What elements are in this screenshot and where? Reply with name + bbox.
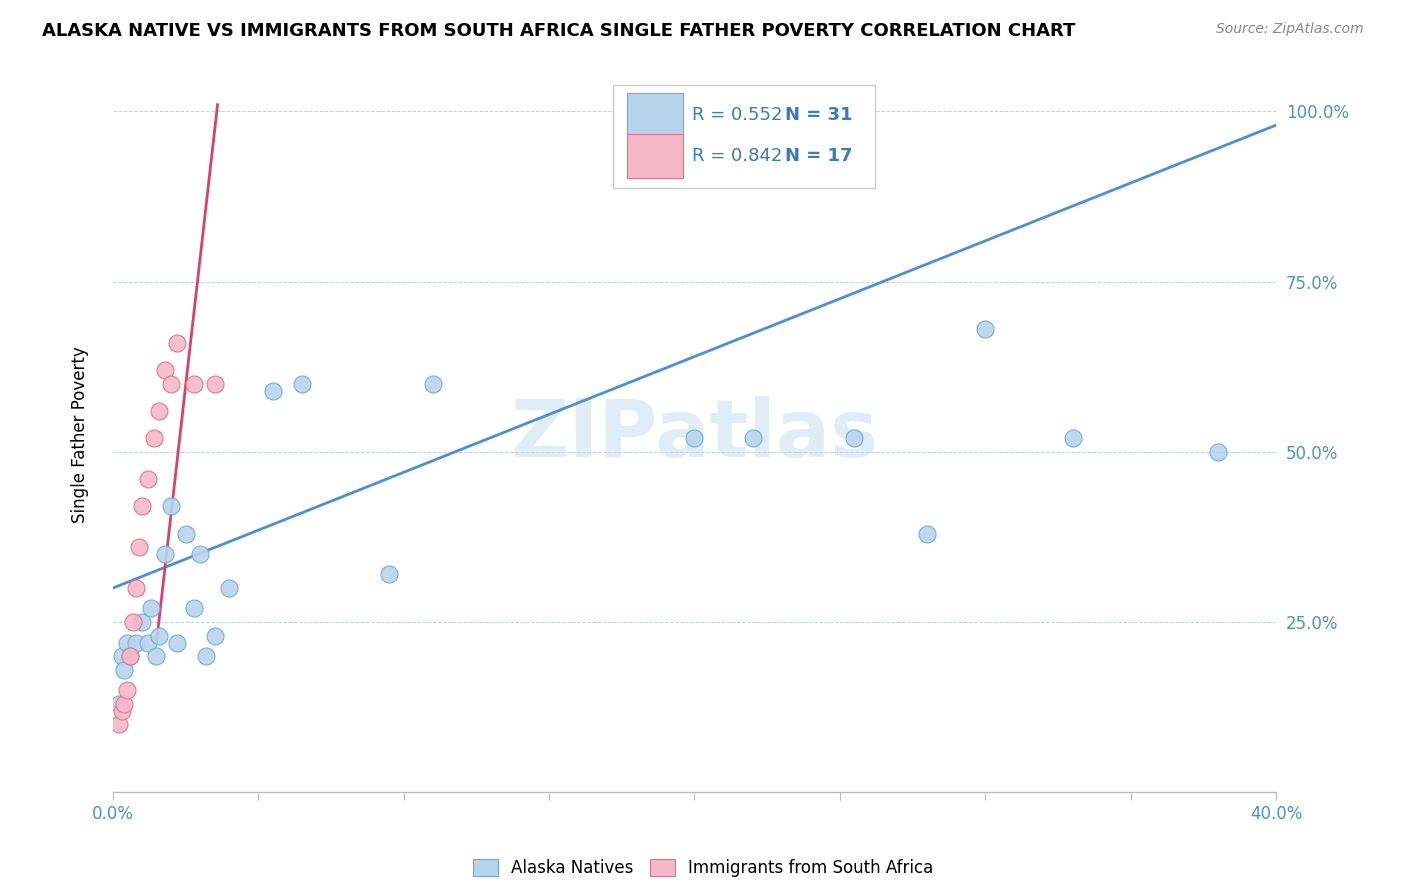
- Point: [142, 431, 165, 445]
- Text: R = 0.842: R = 0.842: [692, 147, 783, 165]
- Point: [136, 472, 159, 486]
- Point: [120, 649, 142, 664]
- Point: [974, 322, 997, 336]
- Point: [741, 431, 763, 445]
- Point: [107, 717, 129, 731]
- Point: [291, 376, 314, 391]
- Point: [131, 500, 153, 514]
- Point: [183, 376, 205, 391]
- Point: [204, 629, 226, 643]
- Point: [683, 431, 706, 445]
- Text: ALASKA NATIVE VS IMMIGRANTS FROM SOUTH AFRICA SINGLE FATHER POVERTY CORRELATION : ALASKA NATIVE VS IMMIGRANTS FROM SOUTH A…: [42, 22, 1076, 40]
- Point: [110, 649, 132, 664]
- Point: [194, 649, 217, 664]
- Point: [1062, 431, 1084, 445]
- Point: [422, 376, 444, 391]
- Point: [125, 635, 148, 649]
- Y-axis label: Single Father Poverty: Single Father Poverty: [72, 346, 89, 524]
- Point: [145, 649, 167, 664]
- Point: [204, 376, 226, 391]
- Point: [262, 384, 284, 398]
- Point: [139, 601, 162, 615]
- Point: [378, 567, 401, 582]
- Point: [117, 683, 139, 698]
- Point: [110, 704, 132, 718]
- Point: [166, 635, 188, 649]
- Point: [107, 697, 129, 711]
- Point: [166, 335, 188, 350]
- Text: N = 31: N = 31: [785, 106, 852, 124]
- Point: [128, 540, 150, 554]
- Text: ZIPatlas: ZIPatlas: [510, 396, 879, 474]
- Point: [1206, 445, 1229, 459]
- FancyBboxPatch shape: [627, 134, 683, 178]
- Point: [160, 500, 183, 514]
- Point: [153, 547, 176, 561]
- Point: [148, 404, 170, 418]
- Point: [188, 547, 211, 561]
- Point: [120, 649, 142, 664]
- Point: [114, 697, 136, 711]
- Point: [131, 615, 153, 629]
- Point: [125, 581, 148, 595]
- Legend: Alaska Natives, Immigrants from South Africa: Alaska Natives, Immigrants from South Af…: [465, 852, 941, 884]
- Point: [153, 363, 176, 377]
- FancyBboxPatch shape: [627, 93, 683, 137]
- Point: [174, 526, 197, 541]
- Text: N = 17: N = 17: [785, 147, 852, 165]
- FancyBboxPatch shape: [613, 85, 875, 188]
- Point: [148, 629, 170, 643]
- Point: [117, 635, 139, 649]
- Point: [136, 635, 159, 649]
- Point: [183, 601, 205, 615]
- Point: [915, 526, 938, 541]
- Point: [218, 581, 240, 595]
- Point: [160, 376, 183, 391]
- Point: [844, 431, 866, 445]
- Point: [114, 663, 136, 677]
- Text: R = 0.552: R = 0.552: [692, 106, 783, 124]
- Text: Source: ZipAtlas.com: Source: ZipAtlas.com: [1216, 22, 1364, 37]
- Point: [122, 615, 145, 629]
